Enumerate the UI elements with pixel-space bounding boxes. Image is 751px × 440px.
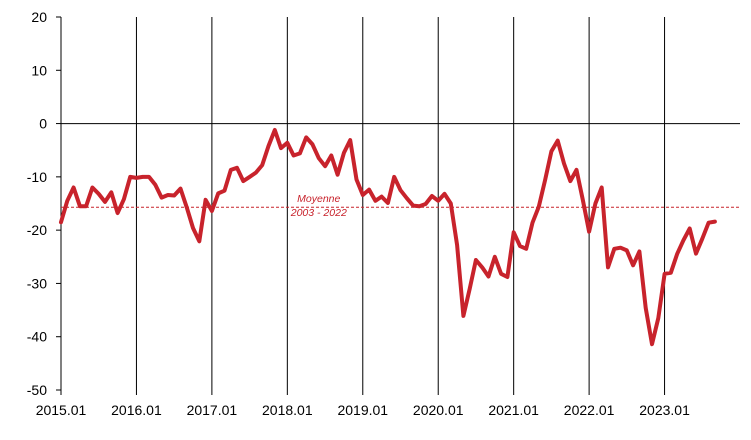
x-tick-label: 2020.01 <box>413 402 464 418</box>
x-tick-label: 2018.01 <box>262 402 313 418</box>
x-tick-label: 2022.01 <box>564 402 615 418</box>
x-tick-label: 2016.01 <box>111 402 162 418</box>
y-tick-label: -40 <box>27 329 47 345</box>
y-tick-label: -30 <box>27 275 47 291</box>
x-tick-label: 2023.01 <box>639 402 690 418</box>
y-tick-label: -10 <box>27 169 47 185</box>
average-label-line1: Moyenne <box>297 193 340 205</box>
y-axis-ticks: 20 10 0 -10 -20 -30 -40 -50 <box>27 9 61 398</box>
average-label-line2: 2003 - 2022 <box>290 207 347 219</box>
y-tick-label: 10 <box>31 62 47 78</box>
x-tick-label: 2019.01 <box>337 402 388 418</box>
x-tick-label: 2017.01 <box>187 402 238 418</box>
x-axis-ticks: 2015.01 2016.01 2017.01 2018.01 2019.01 2020.… <box>36 390 690 418</box>
y-tick-label: -50 <box>27 382 47 398</box>
x-tick-label: 2015.01 <box>36 402 87 418</box>
y-tick-label: 0 <box>39 116 47 132</box>
y-tick-label: -20 <box>27 222 47 238</box>
y-tick-label: 20 <box>31 9 47 25</box>
vertical-gridlines <box>135 17 666 390</box>
series-line <box>59 128 717 347</box>
x-tick-label: 2021.01 <box>488 402 539 418</box>
